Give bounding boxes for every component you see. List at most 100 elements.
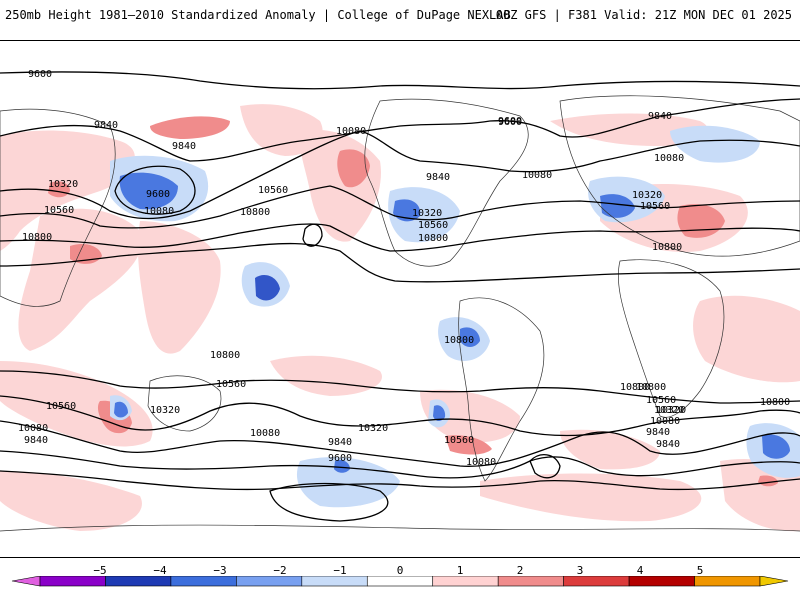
contour-label: 10560: [216, 379, 246, 390]
contour-label: 10080: [336, 126, 366, 137]
contour-label: 10800: [210, 350, 240, 361]
contour-line-closed-low-pacific: [302, 223, 323, 247]
negative-anomaly-region: [296, 457, 400, 508]
contour-labels: 9600 9840 9840 9600 10080 10320 10560 10…: [18, 69, 790, 468]
colorbar-tick-label: 0: [396, 564, 404, 577]
contour-label: 10800: [760, 397, 790, 408]
coastline-south-america: [458, 297, 545, 482]
colorbar-tick-label: −2: [273, 564, 287, 577]
model-run-info: 00Z GFS | F381 Valid: 21Z MON DEC 01 202…: [495, 8, 792, 22]
coastline-antarctica: [0, 524, 800, 532]
contour-label: 10320: [150, 405, 180, 416]
colorbar-tick-label: 2: [516, 564, 524, 577]
contour-label: 10320: [412, 208, 442, 219]
negative-anomaly-layer: [110, 125, 800, 508]
negative-anomaly-core: [762, 434, 790, 459]
contour-label: 9840: [646, 427, 670, 438]
height-contours: [0, 71, 800, 522]
contour-label: 10560: [46, 401, 76, 412]
coastlines: [0, 95, 800, 532]
coastline-africa: [617, 259, 725, 418]
contour-line-10080-south: [0, 450, 800, 479]
contour-label: 10800: [636, 382, 666, 393]
contour-label: 9840: [426, 172, 450, 183]
contour-label: 9840: [94, 120, 118, 131]
positive-anomaly-region: [18, 208, 142, 351]
colorbar-segment: [563, 576, 630, 587]
colorbar-segment: [694, 576, 761, 587]
negative-anomaly-core: [600, 194, 635, 218]
colorbar-tick-label: 5: [696, 564, 704, 577]
contour-label: 9840: [656, 439, 680, 450]
contour-label: 10320: [656, 405, 686, 416]
positive-anomaly-layer: [0, 104, 800, 532]
contour-label: 10320: [48, 179, 78, 190]
colorbar-segment: [39, 576, 106, 587]
contour-label: 9600: [498, 116, 522, 127]
colorbar-scale: [11, 576, 789, 587]
negative-anomaly-core: [393, 199, 421, 222]
colorbar-tick-label: 3: [576, 564, 584, 577]
anomaly-map: 9600 9840 9840 9600 10080 10320 10560 10…: [0, 69, 800, 532]
negative-anomaly-core: [460, 327, 480, 347]
coastline-asia-west: [0, 108, 116, 307]
contour-line-9840-north: [0, 98, 800, 162]
contour-label: 10560: [258, 185, 288, 196]
colorbar-segment: [366, 576, 434, 587]
map-title: 250mb Height 1981–2010 Standardized Anom…: [5, 8, 511, 22]
contour-line-10800-north: [0, 242, 800, 283]
positive-anomaly-region: [0, 471, 142, 531]
contour-label: 10320: [654, 405, 684, 416]
contour-label: 10800: [240, 207, 270, 218]
contour-label: 10800: [22, 232, 52, 243]
positive-anomaly-region: [137, 221, 221, 354]
colorbar-tick-label: −5: [93, 564, 107, 577]
contour-label: 9840: [648, 111, 672, 122]
negative-anomaly-core: [119, 172, 178, 210]
positive-anomaly-core: [445, 435, 492, 455]
contour-line-10800-south: [0, 370, 800, 404]
contour-label: 10080: [144, 206, 174, 217]
colorbar-tick-label: 1: [456, 564, 464, 577]
coastline-north-america: [364, 98, 529, 267]
contour-line-10320-north: [0, 185, 800, 229]
negative-anomaly-core: [433, 405, 446, 422]
contour-label: 10560: [444, 435, 474, 446]
contour-line-10080-north: [0, 130, 800, 220]
contour-label: 10560: [640, 201, 670, 212]
positive-anomaly-region: [550, 113, 708, 146]
negative-anomaly-core: [114, 401, 128, 418]
contour-label: 10080: [522, 170, 552, 181]
colorbar-segment: [236, 576, 303, 587]
contour-label: 10080: [18, 423, 48, 434]
contour-label: 10080: [654, 153, 684, 164]
positive-anomaly-core: [337, 149, 370, 188]
colorbar-end-left: [11, 576, 41, 587]
contour-line-9600-south: [269, 482, 389, 522]
contour-label: 9600: [146, 189, 170, 200]
colorbar-tick-label: −3: [213, 564, 227, 577]
colorbar-tick-label: 4: [636, 564, 644, 577]
contour-label: 9600: [28, 69, 52, 80]
colorbar-segment: [497, 576, 564, 587]
colorbar-segment: [170, 576, 237, 587]
contour-label: 10560: [44, 205, 74, 216]
contour-label: 10800: [418, 233, 448, 244]
contour-label: 10800: [652, 242, 682, 253]
contour-label: 10560: [646, 395, 676, 406]
colorbar-segment: [301, 576, 368, 587]
positive-anomaly-region: [693, 295, 800, 383]
negative-anomaly-core: [255, 275, 280, 301]
colorbar-tick-label: −1: [333, 564, 347, 577]
contour-label: 10800: [620, 382, 650, 393]
contour-label: 10320: [632, 190, 662, 201]
map-panel: 9600 9840 9840 9600 10080 10320 10560 10…: [0, 40, 800, 558]
coastline-australia: [147, 375, 222, 432]
negative-anomaly-region: [670, 125, 760, 163]
positive-anomaly-region: [560, 429, 660, 470]
contour-line-9600-low: [114, 165, 196, 215]
contour-label: 9840: [172, 141, 196, 152]
positive-anomaly-region: [270, 355, 382, 396]
positive-anomaly-region: [480, 473, 702, 522]
